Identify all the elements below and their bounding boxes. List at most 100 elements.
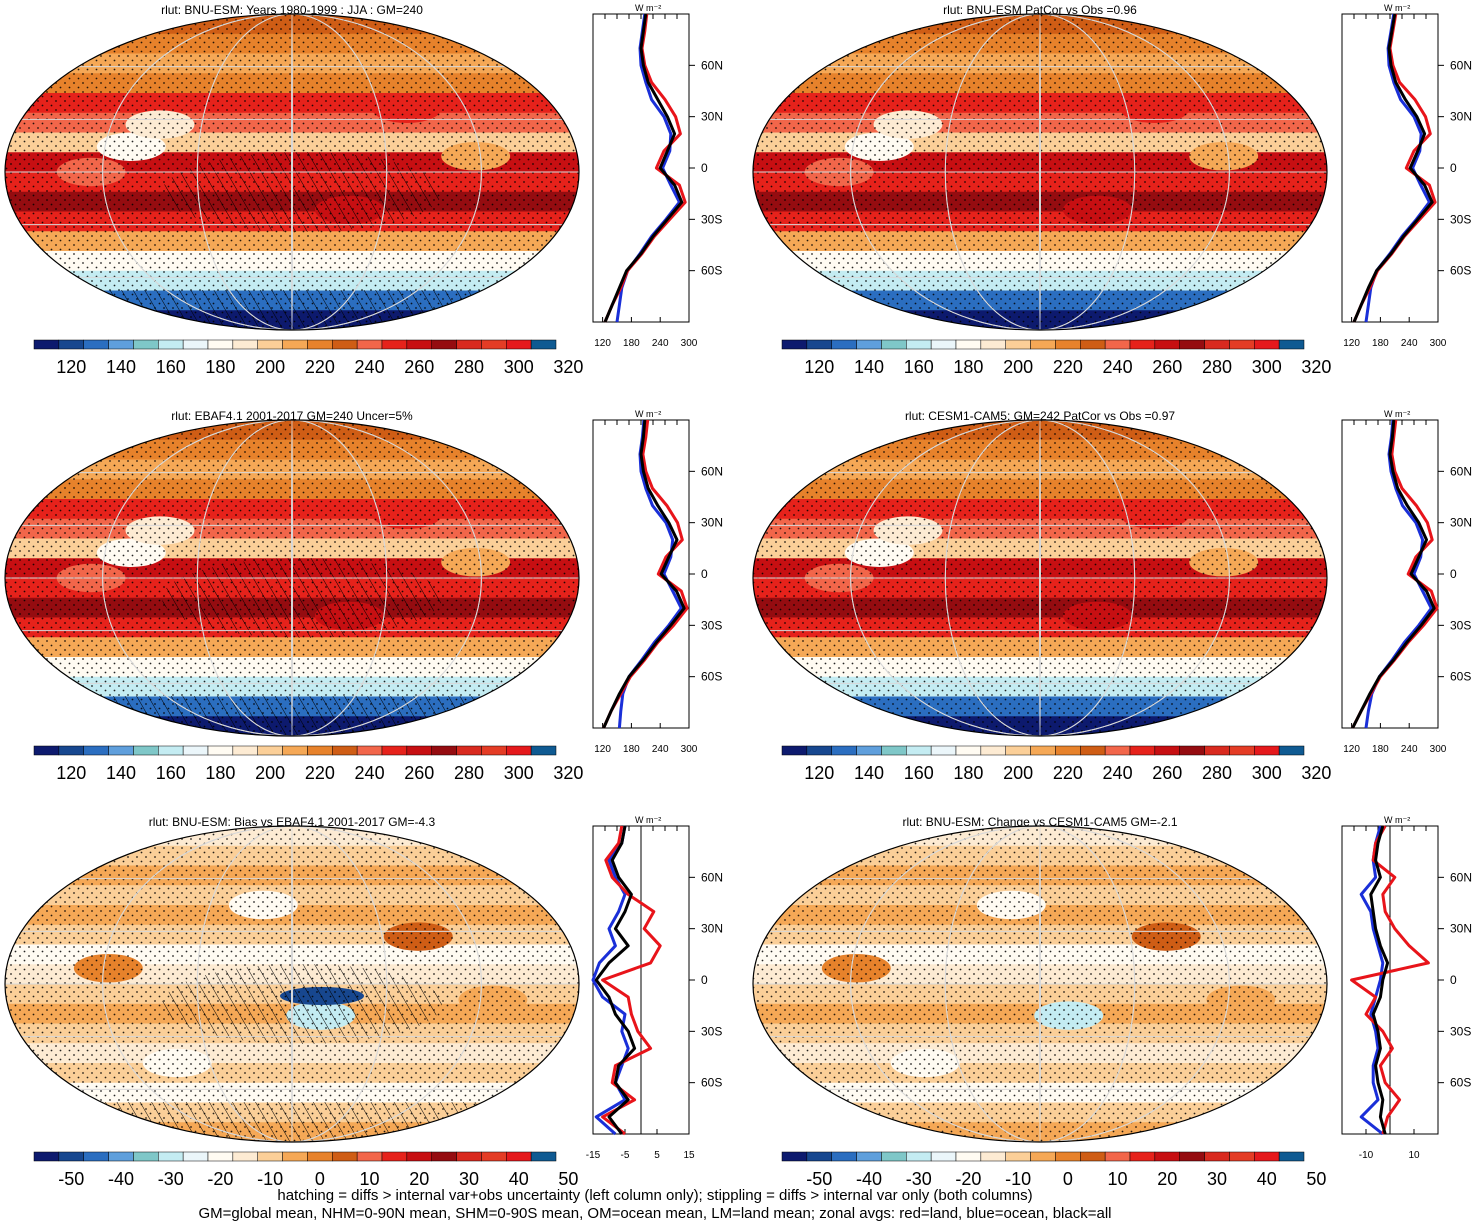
colorbar-box: [1154, 745, 1180, 756]
colorbar-tick-label: 160: [156, 357, 186, 377]
colorbar-box: [431, 339, 457, 350]
colorbar-box: [506, 1151, 532, 1162]
graticule-lon: [102, 420, 482, 736]
colorbar-box: [1005, 339, 1031, 350]
zonal-lat-label: 30S: [701, 618, 722, 632]
colorbar-tick-label: 160: [156, 763, 186, 783]
colorbar-box: [856, 745, 882, 756]
colorbar-box: [182, 745, 209, 756]
zonal-line-land: [1351, 419, 1439, 729]
zonal-lat-label: 30N: [701, 110, 723, 124]
colorbar-tick-label: 120: [56, 763, 86, 783]
panel-3: rlut: EBAF4.1 2001-2017 GM=240 Uncer=5% 1…: [4, 409, 723, 783]
colorbar-box: [1204, 339, 1230, 350]
graticule-lon: [850, 826, 1230, 1142]
map-title: rlut: CESM1-CAM5: GM=242 PatCor vs Obs =…: [905, 409, 1175, 423]
colorbar-box: [1204, 1151, 1230, 1162]
zonal-xtick-label: 5: [654, 1150, 660, 1161]
colorbar-box: [1104, 1151, 1131, 1162]
zonal-unit: W m⁻²: [1384, 815, 1410, 825]
colorbar-box: [1080, 1151, 1106, 1162]
panel-4: rlut: CESM1-CAM5: GM=242 PatCor vs Obs =…: [752, 409, 1472, 783]
colorbar-box: [356, 339, 383, 350]
colorbar-box: [456, 745, 482, 756]
colorbar-box: [481, 745, 507, 756]
colorbar-box: [881, 745, 907, 756]
colorbar-box: [232, 1151, 258, 1162]
zonal-lat-label: 30N: [701, 516, 723, 530]
map-border: [4, 419, 580, 737]
colorbar-tick-label: 0: [1063, 1169, 1073, 1189]
colorbar-box: [530, 339, 557, 350]
colorbar-box: [980, 1151, 1006, 1162]
zonal-lat-label: 60N: [1450, 58, 1472, 72]
graticule-lon: [944, 420, 1136, 736]
colorbar-tick-label: 300: [1252, 357, 1282, 377]
zonal-xtick-label: 120: [594, 744, 611, 755]
zonal-lat-label: 60S: [1450, 670, 1471, 684]
map-field: [5, 826, 579, 1142]
colorbar-box: [83, 745, 109, 756]
colorbar-box: [431, 1151, 457, 1162]
colorbar-box: [33, 1151, 60, 1162]
colorbar-tick-label: 260: [404, 763, 434, 783]
colorbar-tick-label: 140: [854, 357, 884, 377]
colorbar-box: [282, 745, 308, 756]
colorbar-box: [58, 339, 84, 350]
zonal-lat-label: 60S: [701, 670, 722, 684]
zonal-xtick-label: 240: [1401, 744, 1418, 755]
colorbar-box: [856, 1151, 882, 1162]
zonal-xtick-label: 300: [1430, 338, 1447, 349]
zonal-xtick-label: 120: [594, 338, 611, 349]
colorbar-box: [182, 1151, 209, 1162]
colorbar-box: [83, 339, 109, 350]
colorbar-box: [1229, 1151, 1255, 1162]
colorbar-box: [831, 745, 857, 756]
colorbar-tick-label: 20: [409, 1169, 429, 1189]
colorbar-box: [108, 1151, 134, 1162]
zonal-unit: W m⁻²: [635, 815, 661, 825]
colorbar-box: [381, 1151, 408, 1162]
graticule-lon: [1039, 826, 1041, 1142]
colorbar-box: [406, 1151, 432, 1162]
colorbar-box: [1179, 1151, 1205, 1162]
colorbar-box: [83, 1151, 109, 1162]
colorbar-box: [481, 1151, 507, 1162]
colorbar-box: [307, 745, 333, 756]
zonal-line-land: [1350, 825, 1430, 1135]
zonal-xtick-label: 300: [681, 338, 698, 349]
zonal-lat-label: 0: [701, 973, 708, 987]
zonal-line-land: [1352, 13, 1437, 323]
colorbar-tick-label: 180: [205, 357, 235, 377]
zonal-lat-label: 60N: [701, 870, 723, 884]
colorbar-box: [530, 745, 557, 756]
colorbar-tick-label: 280: [1202, 763, 1232, 783]
colorbar-box: [1030, 745, 1056, 756]
colorbar-box: [257, 339, 283, 350]
colorbar-tick-label: 10: [360, 1169, 380, 1189]
map-field: [753, 14, 1327, 330]
zonal-xtick-label: 15: [683, 1150, 695, 1161]
colorbar-box: [182, 339, 209, 350]
colorbar-box: [1055, 745, 1081, 756]
colorbar-tick-label: 240: [355, 763, 385, 783]
colorbar-box: [207, 745, 234, 756]
colorbar-box: [1154, 339, 1180, 350]
colorbar-tick-label: -40: [856, 1169, 882, 1189]
colorbar-box: [232, 339, 258, 350]
zonal-xtick-label: 240: [652, 744, 669, 755]
colorbar-box: [831, 1151, 857, 1162]
zonal-lat-label: 60S: [701, 1076, 722, 1090]
colorbar-box: [406, 745, 432, 756]
colorbar-box: [257, 745, 283, 756]
colorbar-box: [158, 339, 184, 350]
colorbar-tick-label: 50: [1306, 1169, 1326, 1189]
colorbar-box: [1129, 745, 1156, 756]
colorbar-box: [356, 1151, 383, 1162]
colorbar-tick-label: 280: [454, 357, 484, 377]
graticule-lon: [291, 14, 293, 330]
colorbar-box: [456, 339, 482, 350]
colorbar-box: [381, 745, 408, 756]
zonal-lat-label: 0: [701, 567, 708, 581]
zonal-xtick-label: 180: [623, 744, 640, 755]
